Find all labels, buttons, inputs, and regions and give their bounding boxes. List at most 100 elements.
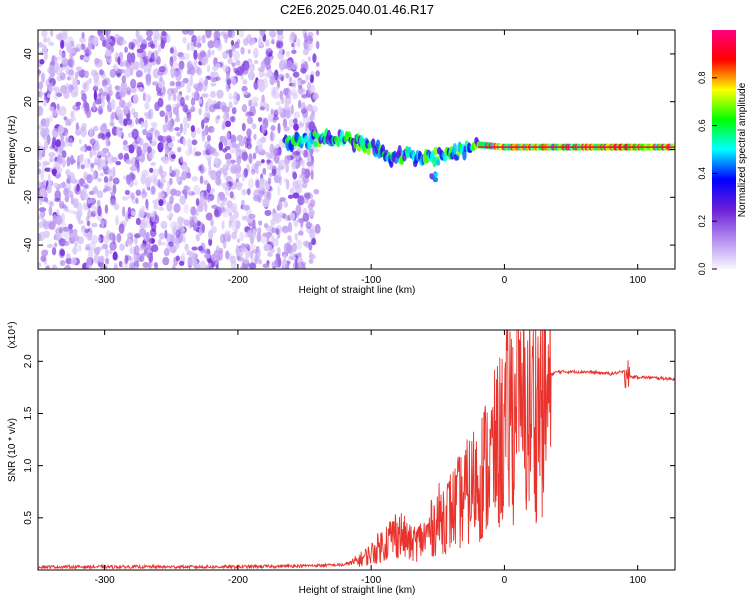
spectrogram-noise-mark [173, 49, 178, 57]
spectrogram-noise-mark [226, 158, 232, 167]
spectrogram-noise-mark [271, 35, 275, 44]
spectrogram-noise-mark [236, 134, 244, 142]
spectrogram-noise-mark [256, 138, 264, 147]
spectrogram-noise-mark [167, 142, 174, 149]
snr-frame [37, 329, 676, 571]
spectrogram-noise-mark [230, 40, 235, 46]
spectrogram-noise-mark [160, 220, 168, 230]
spectrogram-noise-mark [54, 61, 60, 69]
spectrogram-noise-mark [153, 135, 158, 145]
spectrogram-noise-mark [262, 198, 270, 208]
spectrogram-y-tick-label: 20 [23, 96, 34, 108]
spectrogram-noise-mark [62, 226, 70, 232]
spectrogram-noise-mark [195, 233, 201, 242]
spectrogram-noise-mark [116, 72, 121, 78]
spectrogram-noise-mark [168, 241, 174, 247]
spectrogram-noise-mark [135, 69, 143, 78]
spectrogram-noise-mark [169, 195, 174, 205]
spectrogram-noise-mark [89, 148, 93, 159]
spectrogram-noise-mark [303, 39, 309, 50]
spectrogram-noise-mark [149, 167, 154, 173]
spectrogram-noise-mark [143, 65, 148, 74]
spectrogram-noise-mark [184, 108, 192, 115]
spectrogram-noise-mark [201, 34, 206, 44]
spectrogram-noise-mark [266, 159, 272, 164]
spectrogram-noise-mark [280, 58, 287, 68]
spectrogram-noise-mark [206, 98, 213, 106]
spectrogram-noise-mark [81, 187, 88, 195]
spectrogram-noise-mark [265, 39, 270, 48]
spectrogram-noise-mark [241, 151, 249, 162]
spectrogram-noise-mark [310, 169, 314, 180]
spectrogram-signal-mark [435, 159, 441, 166]
spectrogram-noise-mark [179, 195, 186, 205]
spectrogram-noise-mark [257, 67, 265, 72]
spectrogram-noise-mark [158, 199, 164, 207]
spectrogram-noise-mark [126, 232, 131, 239]
spectrogram-noise-mark [61, 158, 66, 168]
spectrogram-noise-mark [191, 215, 198, 224]
spectrogram-noise-mark [215, 263, 219, 269]
spectrogram-noise-mark [172, 168, 180, 178]
spectrogram-noise-mark [152, 168, 160, 178]
spectrogram-noise-mark [133, 252, 138, 262]
spectrogram-noise-mark [193, 59, 198, 66]
spectrogram-noise-mark [152, 81, 159, 86]
spectrogram-noise-mark [105, 94, 110, 102]
spectrogram-noise-mark [241, 122, 246, 132]
spectrogram-noise-mark [283, 201, 289, 208]
spectrogram-noise-mark [178, 60, 185, 70]
spectrogram-noise-mark [169, 47, 174, 54]
spectrogram-noise-mark [157, 79, 166, 89]
spectrogram-noise-mark [272, 208, 276, 214]
spectrogram-noise-mark [161, 135, 168, 143]
spectrogram-noise-mark [75, 43, 82, 53]
spectrogram-noise-mark [304, 193, 311, 200]
spectrogram-noise-mark [46, 84, 53, 95]
spectrogram-noise-mark [48, 82, 54, 93]
spectrogram-noise-mark [243, 257, 249, 264]
spectrogram-noise-mark [277, 256, 282, 268]
spectrogram-noise-mark [89, 126, 93, 138]
spectrogram-noise-mark [241, 85, 248, 93]
spectrogram-noise-mark [151, 238, 155, 244]
spectrogram-noise-mark [142, 55, 150, 64]
spectrogram-noise-mark [100, 219, 105, 229]
spectrogram-noise-mark [308, 258, 314, 264]
spectrogram-noise-mark [222, 209, 230, 218]
spectrogram-noise-mark [166, 214, 172, 219]
spectrogram-noise-mark [256, 232, 262, 243]
spectrogram-noise-mark [210, 127, 215, 133]
spectrogram-noise-mark [160, 40, 165, 49]
spectrogram-noise-mark [87, 158, 91, 164]
spectrogram-noise-mark [287, 221, 293, 233]
spectrogram-noise-mark [231, 141, 236, 149]
spectrogram-noise-mark [255, 145, 259, 154]
spectrogram-noise-mark [44, 167, 52, 172]
spectrogram-noise-mark [193, 49, 198, 60]
spectrogram-noise-mark [236, 238, 241, 244]
spectrogram-noise-mark [110, 99, 116, 110]
spectrogram-noise-mark [282, 87, 290, 96]
spectrogram-noise-mark [235, 220, 241, 230]
spectrogram-noise-mark [277, 169, 281, 178]
spectrogram-noise-mark [295, 153, 302, 163]
colorbar-tick-label: 0.4 [697, 167, 707, 180]
spectrogram-noise-mark [295, 238, 303, 250]
spectrogram-noise-mark [307, 36, 313, 45]
spectrogram-noise-mark [166, 34, 171, 44]
spectrogram-noise-mark [80, 126, 87, 138]
spectrogram-noise-mark [179, 96, 185, 107]
snr-panel: -300 -200 -100 0 100 0.5 1.0 1.5 2.0 Height of … [7, 321, 676, 596]
spectrogram-noise-mark [97, 105, 103, 116]
spectrogram-noise-mark [105, 30, 111, 36]
spectrogram-noise-mark [140, 121, 145, 128]
spectrogram-y-tick-label: 0 [23, 146, 34, 152]
spectrogram-noise-mark [38, 161, 42, 167]
spectrogram-noise-mark [230, 202, 238, 213]
spectrogram-noise-mark [182, 116, 188, 127]
spectrogram-noise-mark [107, 151, 111, 158]
spectrogram-noise-mark [118, 99, 126, 108]
spectrogram-noise-mark [183, 104, 189, 113]
spectrogram-noise-mark [38, 261, 42, 268]
